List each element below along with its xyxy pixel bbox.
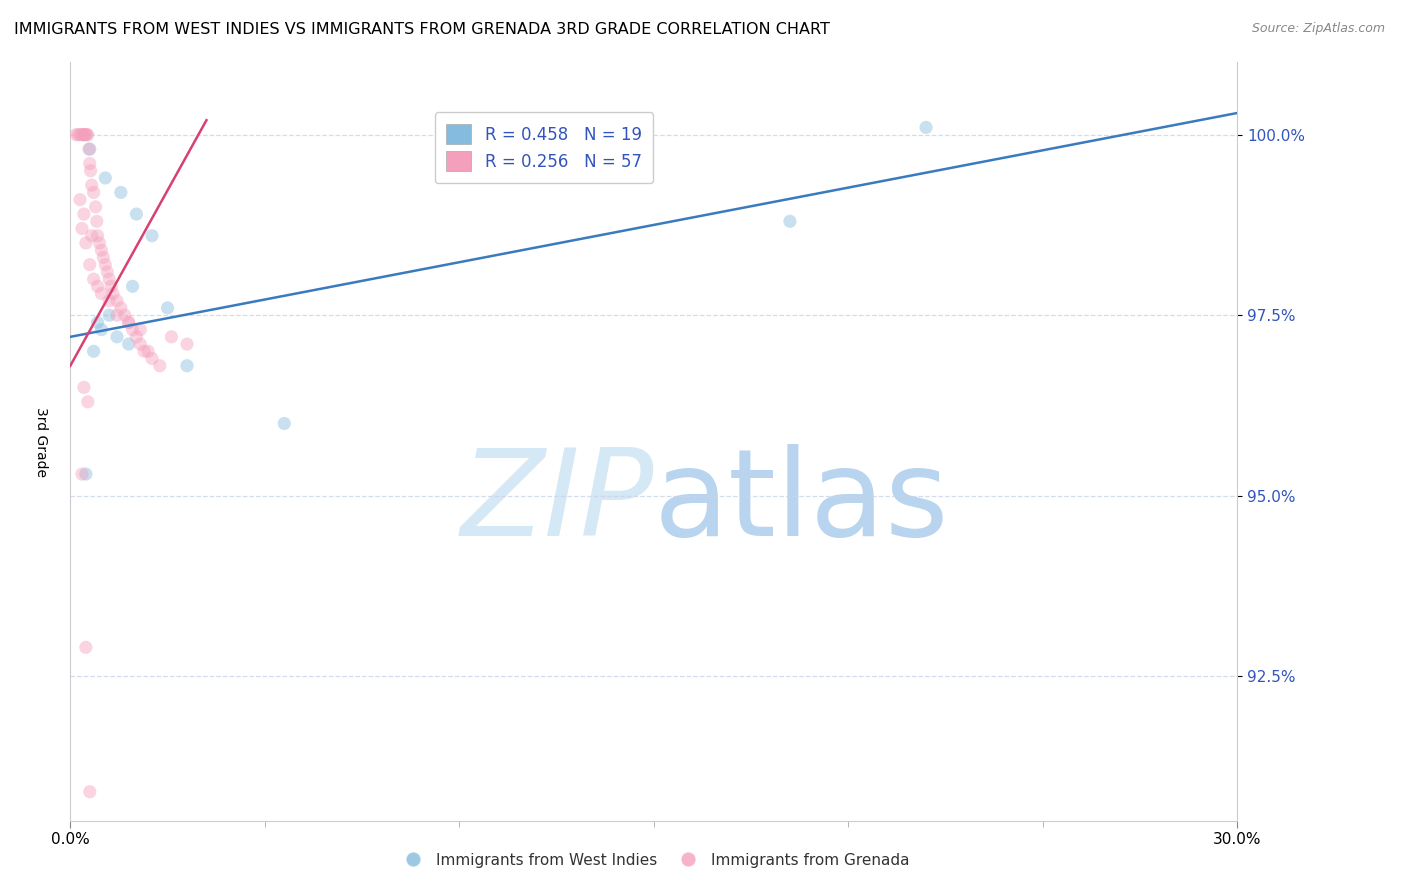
Point bbox=[90, 286, 112, 301]
Point bbox=[73, 207, 96, 221]
Text: 3rd Grade: 3rd Grade bbox=[34, 407, 48, 476]
Point bbox=[101, 286, 124, 301]
Point bbox=[79, 785, 101, 799]
Point bbox=[70, 221, 93, 235]
Point bbox=[73, 128, 96, 142]
Point bbox=[76, 128, 98, 142]
Point bbox=[486, 124, 509, 138]
Point bbox=[75, 128, 97, 142]
Point bbox=[75, 128, 97, 142]
Point bbox=[96, 265, 118, 279]
Point bbox=[86, 315, 108, 329]
Point bbox=[121, 323, 143, 337]
Point bbox=[779, 214, 801, 228]
Point bbox=[86, 279, 108, 293]
Point bbox=[75, 235, 97, 250]
Point bbox=[141, 351, 163, 366]
Point bbox=[149, 359, 172, 373]
Point bbox=[69, 128, 91, 142]
Text: ZIP: ZIP bbox=[460, 443, 654, 561]
Point bbox=[114, 308, 136, 322]
Point bbox=[110, 301, 132, 315]
Point bbox=[118, 315, 141, 329]
Point bbox=[86, 214, 108, 228]
Point bbox=[129, 337, 152, 351]
Point bbox=[118, 315, 141, 329]
Text: atlas: atlas bbox=[654, 443, 949, 561]
Point bbox=[72, 128, 94, 142]
Point bbox=[70, 128, 93, 142]
Point bbox=[75, 640, 97, 655]
Point bbox=[90, 243, 112, 257]
Point bbox=[105, 293, 128, 308]
Point bbox=[176, 359, 198, 373]
Point bbox=[79, 163, 101, 178]
Point bbox=[98, 272, 121, 286]
Point bbox=[80, 228, 103, 243]
Point bbox=[93, 251, 115, 265]
Point bbox=[110, 186, 132, 200]
Point bbox=[83, 272, 105, 286]
Point bbox=[86, 228, 108, 243]
Point bbox=[77, 142, 100, 156]
Point bbox=[76, 128, 98, 142]
Point bbox=[70, 467, 93, 481]
Point bbox=[160, 330, 183, 344]
Point bbox=[176, 337, 198, 351]
Point bbox=[118, 337, 141, 351]
Legend: Immigrants from West Indies, Immigrants from Grenada: Immigrants from West Indies, Immigrants … bbox=[392, 847, 915, 873]
Point bbox=[65, 128, 87, 142]
Point bbox=[105, 330, 128, 344]
Point bbox=[90, 323, 112, 337]
Point bbox=[79, 156, 101, 170]
Point bbox=[134, 344, 156, 359]
Point bbox=[105, 308, 128, 322]
Point bbox=[76, 394, 98, 409]
Point bbox=[121, 279, 143, 293]
Point bbox=[98, 308, 121, 322]
Point bbox=[156, 301, 179, 315]
Point bbox=[100, 279, 122, 293]
Point bbox=[98, 293, 121, 308]
Point bbox=[129, 323, 152, 337]
Point bbox=[67, 128, 90, 142]
Point bbox=[915, 120, 938, 135]
Point bbox=[136, 344, 159, 359]
Point bbox=[75, 467, 97, 481]
Point bbox=[273, 417, 295, 431]
Text: Source: ZipAtlas.com: Source: ZipAtlas.com bbox=[1251, 22, 1385, 36]
Point bbox=[84, 200, 107, 214]
Point bbox=[94, 258, 117, 272]
Point bbox=[79, 142, 101, 156]
Point bbox=[125, 330, 148, 344]
Point bbox=[80, 178, 103, 193]
Point bbox=[94, 171, 117, 186]
Point bbox=[83, 344, 105, 359]
Point bbox=[73, 380, 96, 394]
Text: IMMIGRANTS FROM WEST INDIES VS IMMIGRANTS FROM GRENADA 3RD GRADE CORRELATION CHA: IMMIGRANTS FROM WEST INDIES VS IMMIGRANT… bbox=[14, 22, 830, 37]
Point bbox=[83, 186, 105, 200]
Point bbox=[89, 235, 111, 250]
Point bbox=[69, 193, 91, 207]
Point bbox=[141, 228, 163, 243]
Point bbox=[125, 207, 148, 221]
Point bbox=[79, 258, 101, 272]
